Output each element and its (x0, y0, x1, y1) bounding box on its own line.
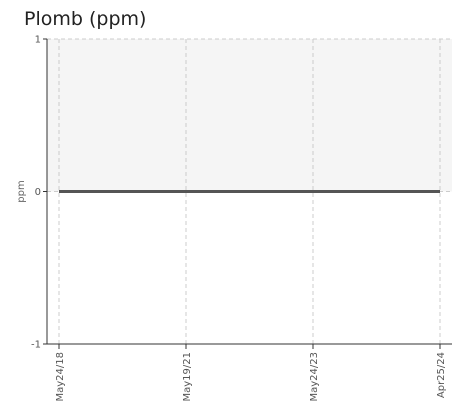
x-axis-ticks: May24/18 May19/21 May24/23 Apr25/24 (55, 344, 447, 402)
chart-title: Plomb (ppm) (24, 8, 147, 30)
y-tick-label: 0 (35, 187, 41, 198)
y-tick-label: 1 (35, 35, 41, 46)
y-tick-label: -1 (31, 340, 41, 351)
x-tick-label: Apr25/24 (436, 352, 447, 398)
y-axis-ticks: -1 0 1 (31, 35, 47, 351)
y-axis-label: ppm (16, 180, 27, 202)
vertical-gridlines (58, 39, 441, 344)
x-tick-label: May19/21 (182, 352, 193, 402)
x-tick-label: May24/23 (309, 352, 320, 402)
x-tick-label: May24/18 (55, 352, 66, 402)
positive-band (47, 39, 452, 192)
